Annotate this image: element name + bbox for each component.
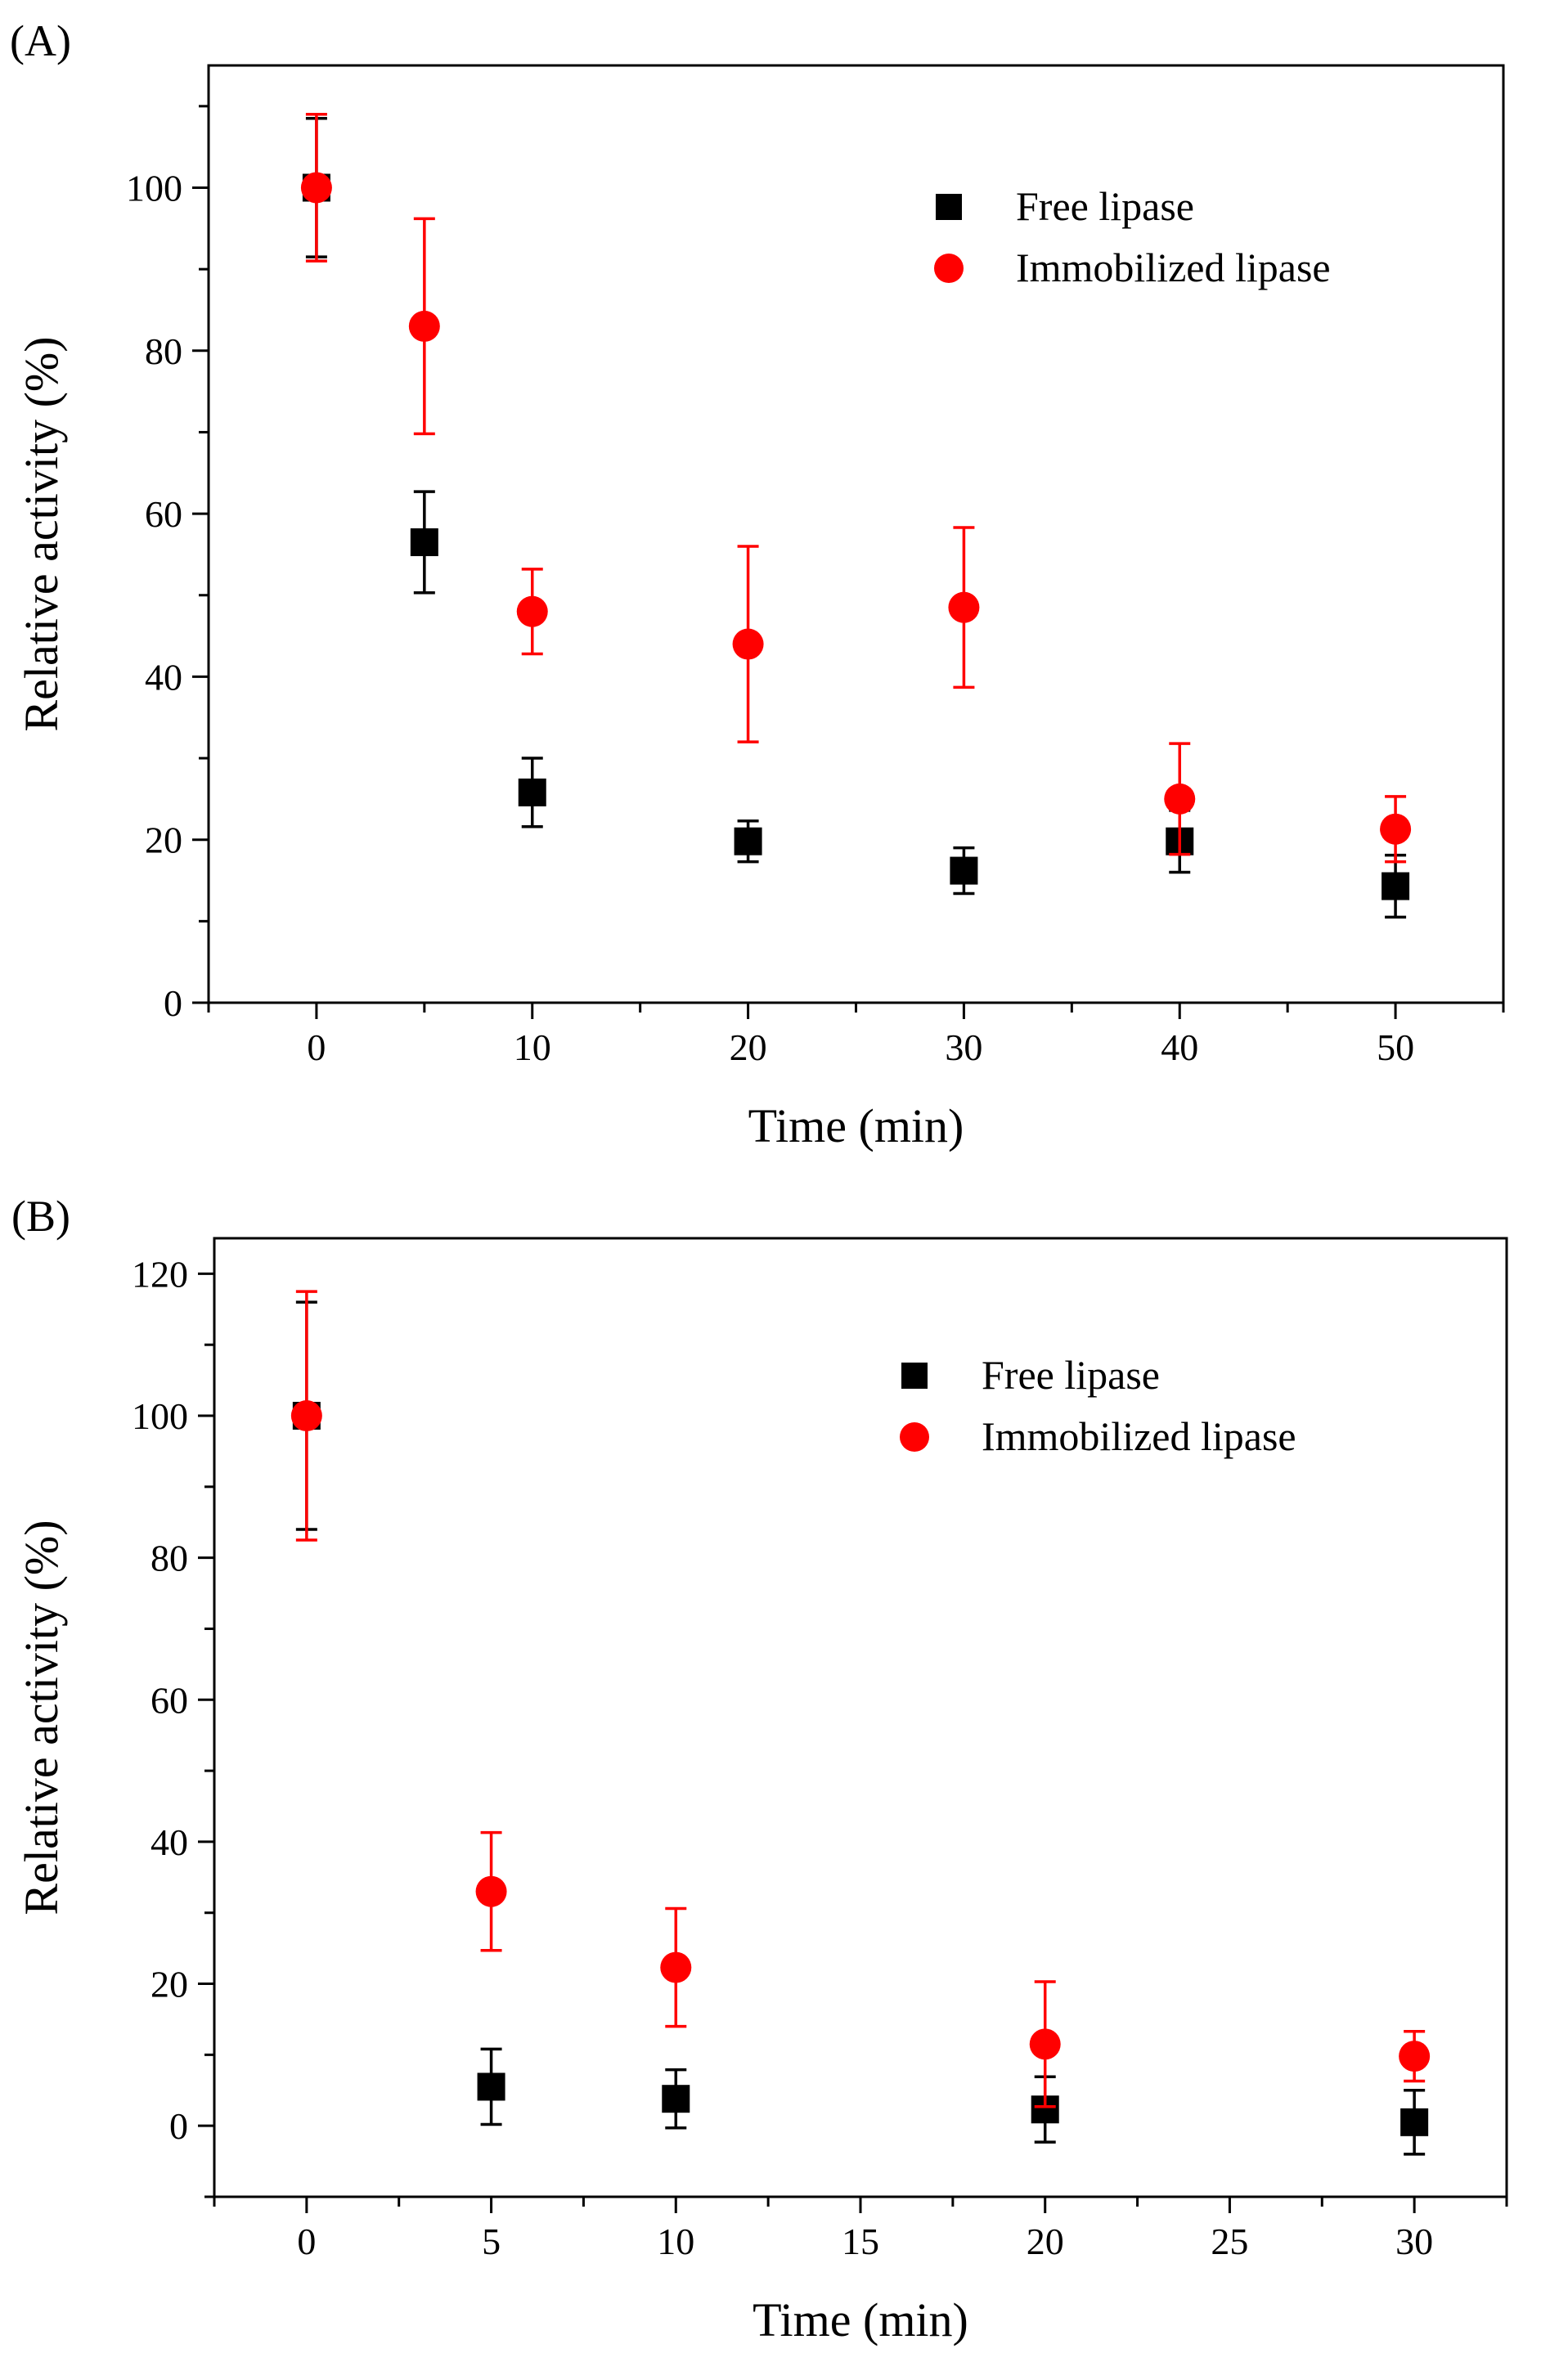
x-tick-label: 30 (945, 1026, 982, 1068)
data-point-circle (290, 1400, 322, 1432)
x-tick-label: 15 (842, 2221, 879, 2262)
x-tick-label: 25 (1211, 2221, 1248, 2262)
plot-frame (207, 64, 1505, 1004)
x-tick-label: 20 (1027, 2221, 1064, 2262)
x-axis-label: Time (min) (753, 2293, 968, 2346)
data-point-circle (516, 595, 548, 627)
y-tick-label: 60 (145, 493, 182, 535)
data-point-circle (732, 628, 764, 660)
x-tick-label: 30 (1395, 2221, 1433, 2262)
data-point-circle (475, 1875, 507, 1907)
y-tick-label: 80 (145, 330, 182, 372)
legend-label: Immobilized lipase (982, 1413, 1296, 1459)
panel-label: (B) (11, 1192, 70, 1241)
series-immobilized-lipase (290, 1290, 1431, 2108)
x-tick-label: 40 (1161, 1026, 1198, 1068)
y-tick-label: 40 (145, 656, 182, 698)
data-point-circle (1399, 2041, 1431, 2072)
data-point-square (950, 856, 978, 885)
data-point-square (518, 778, 546, 806)
data-point-circle (948, 591, 980, 623)
legend-marker-circle (934, 254, 964, 283)
y-tick-label: 40 (151, 1821, 188, 1863)
legend: Free lipase Immobilized lipase (900, 1352, 1296, 1459)
legend-label: Free lipase (1016, 183, 1194, 229)
data-point-square (477, 2072, 505, 2101)
data-point-circle (1029, 2028, 1061, 2060)
panel-label: (A) (10, 16, 71, 65)
x-tick-label: 10 (514, 1026, 551, 1068)
data-point-square (1382, 872, 1410, 900)
legend-marker-circle (900, 1422, 929, 1452)
y-tick-label: 0 (169, 2105, 188, 2147)
y-tick-label: 20 (145, 820, 182, 861)
x-tick-label: 0 (297, 2221, 316, 2262)
x-axis-label: Time (min) (748, 1099, 964, 1152)
data-point-circle (660, 1951, 692, 1983)
legend-label: Immobilized lipase (1016, 245, 1331, 290)
x-tick-label: 10 (657, 2221, 694, 2262)
y-axis-label: Relative activity (%) (15, 1520, 68, 1915)
chart-panel-a: (A) 0 10 20 30 40 50 0 20 40 60 80 100 Time (min) Rela… (10, 16, 1505, 1152)
data-point-circle (408, 310, 440, 342)
series-free-lipase (302, 117, 1410, 919)
x-tick-label: 0 (307, 1026, 326, 1068)
data-point-square (410, 528, 438, 556)
y-tick-label: 20 (151, 1964, 188, 2005)
legend: Free lipase Immobilized lipase (934, 183, 1331, 290)
data-point-square (1400, 2108, 1429, 2136)
y-tick-label: 100 (126, 167, 182, 209)
data-point-square (734, 827, 762, 855)
legend-marker-square (901, 1363, 928, 1389)
x-tick-label: 50 (1377, 1026, 1414, 1068)
plot-frame (213, 1237, 1508, 2198)
y-tick-label: 100 (132, 1395, 188, 1437)
data-point-circle (1380, 813, 1412, 845)
legend-label: Free lipase (982, 1352, 1160, 1398)
series-immobilized-lipase (300, 113, 1412, 864)
y-tick-label: 120 (132, 1253, 188, 1295)
y-tick-label: 80 (151, 1538, 188, 1579)
data-point-circle (300, 172, 332, 204)
y-tick-label: 60 (151, 1679, 188, 1721)
x-tick-label: 20 (730, 1026, 767, 1068)
data-point-circle (1164, 783, 1196, 815)
x-tick-label: 5 (482, 2221, 501, 2262)
y-axis-label: Relative activity (%) (15, 336, 68, 731)
data-point-square (662, 2085, 690, 2113)
legend-marker-square (936, 194, 962, 220)
y-tick-label: 0 (164, 982, 182, 1024)
chart-panel-b: (B) 0 5 10 15 20 25 30 0 20 40 60 80 100 120 Time (min)… (11, 1192, 1508, 2346)
